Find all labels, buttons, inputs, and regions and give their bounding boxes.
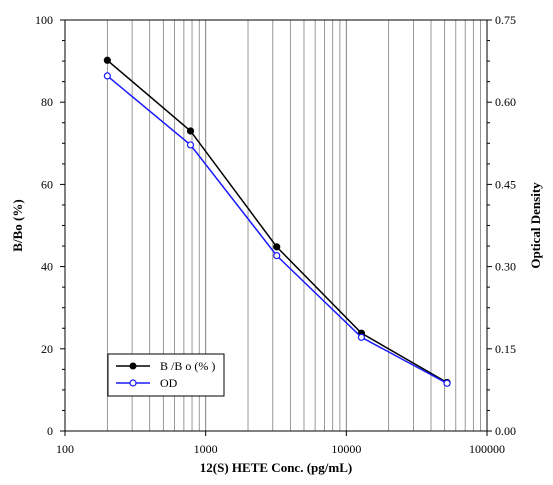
legend-marker-bbo	[129, 362, 137, 370]
y-tick-label: 60	[41, 177, 53, 191]
y2-tick-label: 0.30	[495, 260, 516, 274]
grid-lines	[106, 20, 481, 431]
y2-tick-label: 0.75	[495, 13, 516, 27]
series-layer	[103, 56, 451, 387]
right-axis: 0.00 0.15 0.30 0.45 0.60 0.75	[487, 13, 516, 438]
x-tick-label: 100000	[469, 442, 505, 456]
data-point-od	[186, 141, 195, 149]
y2-tick-label: 0.45	[495, 177, 516, 191]
data-point-od	[357, 333, 366, 341]
y-tick-label: 80	[41, 95, 53, 109]
data-point-od	[103, 72, 111, 80]
x-tick-label: 1000	[194, 442, 218, 456]
y-axis-title: B/Bo (%)	[10, 199, 25, 251]
data-point-od	[273, 252, 281, 260]
left-axis: 0 20 40 60 80 100	[35, 13, 65, 438]
data-point-od	[443, 379, 451, 387]
data-point-bbo	[103, 56, 111, 64]
y-tick-label: 40	[41, 260, 53, 274]
x-axis-title: 12(S) HETE Conc. (pg/mL)	[200, 460, 352, 475]
series-line-bbo	[106, 59, 448, 384]
y-tick-label: 0	[47, 424, 53, 438]
x-tick-label: 10000	[331, 442, 361, 456]
y2-tick-label: 0.00	[495, 424, 516, 438]
x-axis: 100 1000 10000 100000	[56, 431, 505, 456]
legend-marker-od	[129, 379, 137, 387]
data-point-bbo	[186, 127, 195, 135]
y2-tick-label: 0.15	[495, 342, 516, 356]
y2-tick-label: 0.60	[495, 95, 516, 109]
series-line-od	[106, 75, 448, 384]
data-point-bbo	[273, 243, 281, 251]
legend-label-bbo: B /B o (% )	[160, 359, 215, 373]
x-tick-label: 100	[56, 442, 74, 456]
y2-axis-title: Optical Density	[528, 182, 543, 269]
legend: B /B o (% ) OD	[107, 353, 225, 397]
legend-label-od: OD	[160, 376, 178, 390]
y-tick-label: 100	[35, 13, 53, 27]
y-tick-label: 20	[41, 342, 53, 356]
legend-box	[107, 353, 225, 397]
